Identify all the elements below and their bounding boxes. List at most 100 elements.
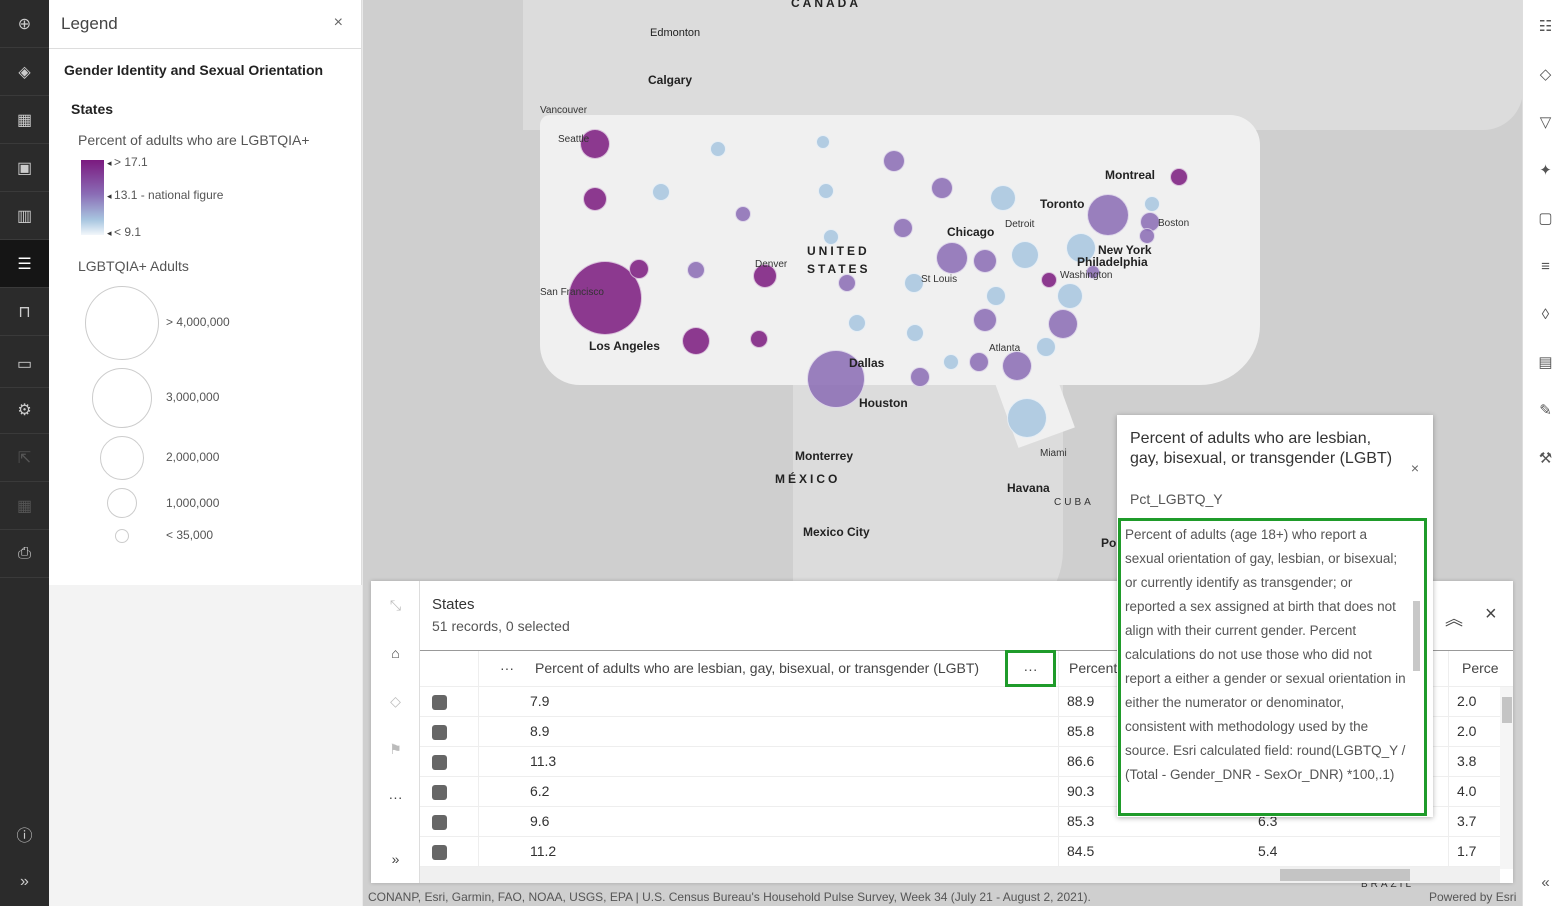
state-symbol[interactable] bbox=[753, 264, 777, 288]
state-symbol[interactable] bbox=[1048, 309, 1078, 339]
layers-icon[interactable]: ◈ bbox=[0, 48, 49, 96]
state-symbol[interactable] bbox=[1170, 168, 1188, 186]
vertical-scrollbar[interactable] bbox=[1500, 687, 1513, 869]
row-checkbox[interactable] bbox=[432, 725, 447, 740]
table-row[interactable]: 7.9 88.9 2.0 bbox=[420, 687, 1513, 717]
state-symbol[interactable] bbox=[986, 286, 1006, 306]
expand-icon[interactable]: » bbox=[20, 873, 29, 890]
effects-icon[interactable]: ✦ bbox=[1539, 162, 1552, 179]
home-icon[interactable]: ⌂ bbox=[391, 645, 400, 661]
state-symbol[interactable] bbox=[823, 229, 839, 245]
state-symbol[interactable] bbox=[682, 327, 710, 355]
table-row[interactable]: 9.6 85.3 6.3 3.7 bbox=[420, 807, 1513, 837]
state-symbol[interactable] bbox=[1139, 228, 1155, 244]
state-symbol[interactable] bbox=[848, 314, 866, 332]
column-menu-button[interactable]: ··· bbox=[500, 660, 514, 676]
state-symbol[interactable] bbox=[629, 259, 649, 279]
map-properties-icon[interactable]: ▭ bbox=[0, 340, 49, 388]
state-symbol[interactable] bbox=[1087, 194, 1129, 236]
state-symbol[interactable] bbox=[807, 350, 865, 408]
row-checkbox[interactable] bbox=[432, 785, 447, 800]
state-symbol[interactable] bbox=[883, 150, 905, 172]
table-icon[interactable]: ▦ bbox=[0, 96, 49, 144]
state-symbol[interactable] bbox=[818, 183, 834, 199]
state-symbol[interactable] bbox=[1011, 241, 1039, 269]
state-symbol[interactable] bbox=[969, 352, 989, 372]
table-row[interactable]: 6.2 90.3 4.0 bbox=[420, 777, 1513, 807]
state-symbol[interactable] bbox=[583, 187, 607, 211]
share-icon[interactable]: ⇱ bbox=[0, 434, 49, 482]
fields-icon[interactable]: ≡ bbox=[1541, 257, 1550, 275]
state-symbol[interactable] bbox=[973, 249, 997, 273]
state-symbol[interactable] bbox=[750, 330, 768, 348]
state-symbol[interactable] bbox=[990, 185, 1016, 211]
map-label: Dallas bbox=[849, 356, 885, 370]
row-checkbox[interactable] bbox=[432, 845, 447, 860]
settings-icon[interactable]: ⚙ bbox=[0, 386, 49, 434]
collapse-icon[interactable]: « bbox=[1541, 873, 1550, 891]
state-symbol[interactable] bbox=[816, 135, 830, 149]
minimize-icon[interactable]: ⤡ bbox=[389, 596, 402, 613]
state-symbol[interactable] bbox=[687, 261, 705, 279]
column-header[interactable]: Percent of adults who are lesbian, gay, … bbox=[535, 660, 980, 676]
bookmark-icon[interactable]: ⊓ bbox=[0, 288, 49, 336]
table-cell: 6.2 bbox=[530, 783, 550, 799]
state-symbol[interactable] bbox=[910, 367, 930, 387]
table-row[interactable]: 8.9 85.8 2.0 bbox=[420, 717, 1513, 747]
expand-icon[interactable]: » bbox=[391, 851, 400, 867]
clear-selection-icon[interactable]: ◇ bbox=[390, 692, 401, 709]
state-symbol[interactable] bbox=[735, 206, 751, 222]
state-symbol[interactable] bbox=[1036, 337, 1056, 357]
horizontal-scrollbar[interactable] bbox=[420, 867, 1500, 883]
row-checkbox[interactable] bbox=[432, 815, 447, 830]
sketch-icon[interactable]: ✎ bbox=[1539, 402, 1552, 419]
state-symbol[interactable] bbox=[580, 129, 610, 159]
dashboard-icon[interactable]: ▣ bbox=[0, 144, 49, 192]
size-label: < 35,000 bbox=[166, 528, 214, 542]
show-selected-icon[interactable]: ⚑ bbox=[389, 740, 402, 757]
info-icon[interactable]: ⓘ bbox=[16, 828, 33, 845]
apps-icon[interactable]: ▦ bbox=[0, 482, 49, 530]
state-symbol[interactable] bbox=[931, 177, 953, 199]
state-symbol[interactable] bbox=[943, 354, 959, 370]
popup-description[interactable]: Percent of adults (age 18+) who report a… bbox=[1118, 518, 1427, 816]
properties-icon[interactable]: ☷ bbox=[1538, 18, 1553, 35]
state-symbol[interactable] bbox=[710, 141, 726, 157]
table-row[interactable]: 11.2 84.5 5.4 1.7 bbox=[420, 837, 1513, 867]
print-icon[interactable]: ⎙ bbox=[0, 530, 49, 578]
row-checkbox[interactable] bbox=[432, 695, 447, 710]
state-symbol[interactable] bbox=[1002, 351, 1032, 381]
popups-icon[interactable]: ▢ bbox=[1538, 210, 1553, 227]
legend-icon[interactable]: ☰ bbox=[0, 240, 49, 288]
chart-icon[interactable]: ▥ bbox=[0, 192, 49, 240]
state-symbol[interactable] bbox=[906, 324, 924, 342]
table-row[interactable]: 11.3 86.6 3.8 bbox=[420, 747, 1513, 777]
row-checkbox[interactable] bbox=[432, 755, 447, 770]
state-symbol[interactable] bbox=[1057, 283, 1083, 309]
tools-icon[interactable]: ⚒ bbox=[1538, 450, 1553, 467]
state-symbol[interactable] bbox=[936, 242, 968, 274]
labels-icon[interactable]: ◊ bbox=[1541, 305, 1550, 323]
styles-icon[interactable]: ◇ bbox=[1539, 66, 1552, 83]
more-options-icon[interactable]: ··· bbox=[388, 789, 403, 805]
state-symbol[interactable] bbox=[838, 274, 856, 292]
state-symbol[interactable] bbox=[1041, 272, 1057, 288]
close-table-icon[interactable]: × bbox=[1485, 603, 1497, 625]
maximize-icon[interactable]: ︽ bbox=[1445, 609, 1463, 629]
state-symbol[interactable] bbox=[1007, 398, 1047, 438]
state-symbol[interactable] bbox=[1066, 233, 1096, 263]
state-symbol[interactable] bbox=[1086, 265, 1100, 279]
state-symbol[interactable] bbox=[893, 218, 913, 238]
field-options-button[interactable]: ··· bbox=[1005, 650, 1056, 687]
state-symbol[interactable] bbox=[973, 308, 997, 332]
charts-icon[interactable]: ▤ bbox=[1538, 354, 1553, 371]
add-icon[interactable]: ⊕ bbox=[0, 0, 49, 48]
filter-icon[interactable]: ▽ bbox=[1539, 114, 1552, 131]
close-icon[interactable]: × bbox=[333, 14, 343, 31]
column-header[interactable]: Percent bbox=[1069, 660, 1118, 676]
column-header[interactable]: Perce bbox=[1462, 660, 1499, 676]
popup-close-icon[interactable]: × bbox=[1410, 460, 1419, 476]
state-symbol[interactable] bbox=[904, 273, 924, 293]
state-symbol[interactable] bbox=[1144, 196, 1160, 212]
state-symbol[interactable] bbox=[652, 183, 670, 201]
